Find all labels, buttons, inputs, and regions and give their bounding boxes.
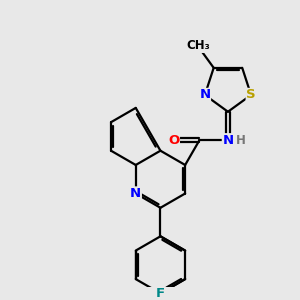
Text: CH₃: CH₃ <box>186 39 210 52</box>
Text: H: H <box>236 134 246 147</box>
Text: O: O <box>168 134 179 147</box>
Text: F: F <box>156 287 165 300</box>
Text: N: N <box>222 134 233 147</box>
Text: N: N <box>199 88 210 101</box>
Text: S: S <box>246 88 256 101</box>
Text: N: N <box>130 187 141 200</box>
